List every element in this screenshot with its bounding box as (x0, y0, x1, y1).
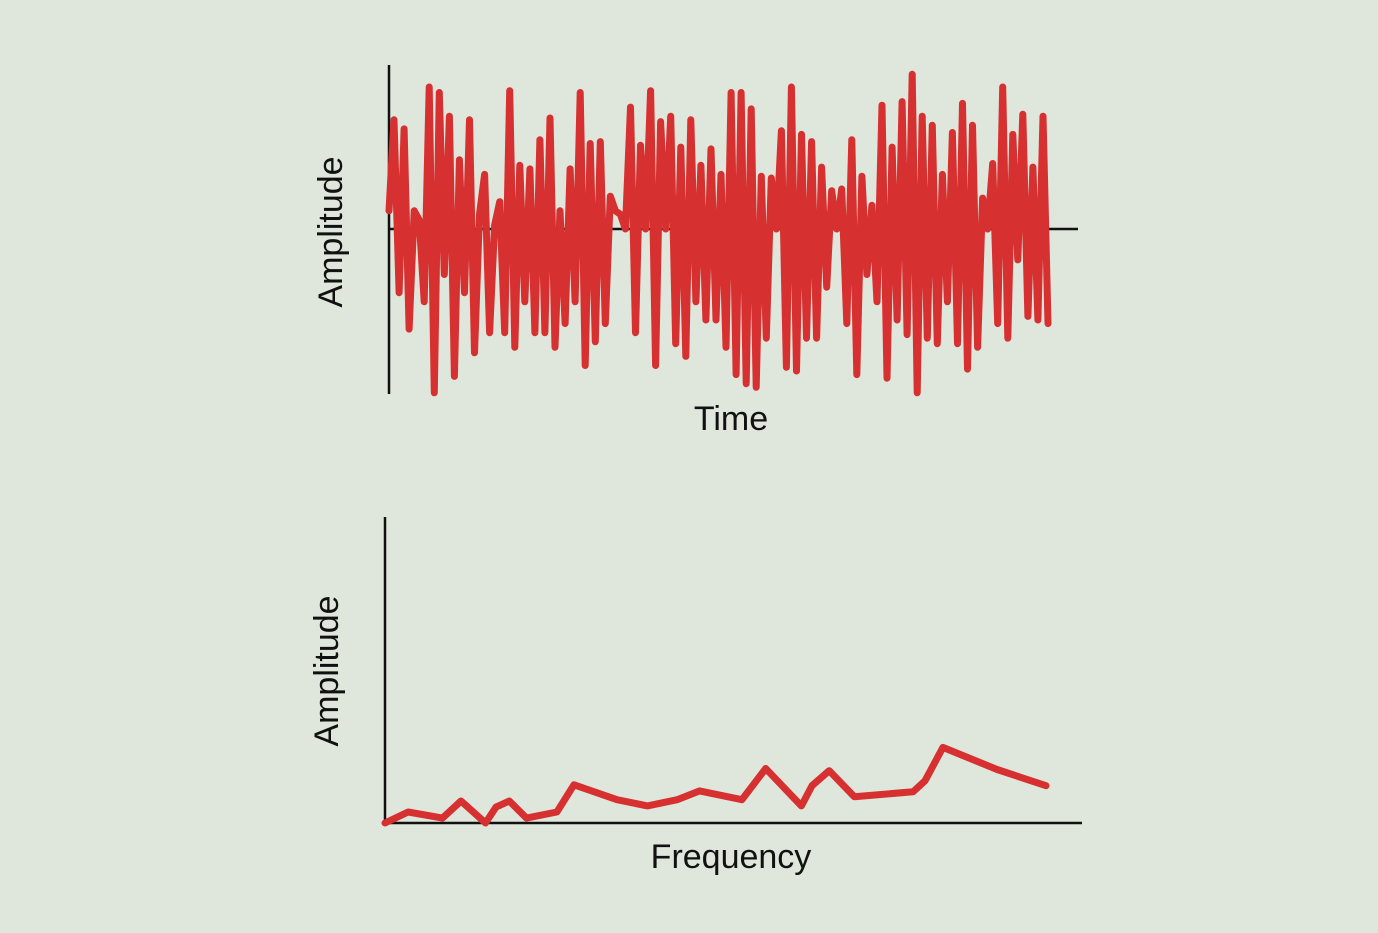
time-series-line (385, 70, 1052, 397)
frequency-series-line (381, 743, 1050, 827)
time-chart-x-label: Time (694, 400, 768, 438)
frequency-chart-x-label: Frequency (651, 838, 812, 876)
frequency-chart: Frequency Amplitude (308, 517, 1082, 876)
frequency-chart-y-label: Amplitude (308, 595, 346, 746)
time-chart-y-label: Amplitude (312, 156, 350, 307)
time-chart: Time Amplitude (312, 65, 1078, 438)
